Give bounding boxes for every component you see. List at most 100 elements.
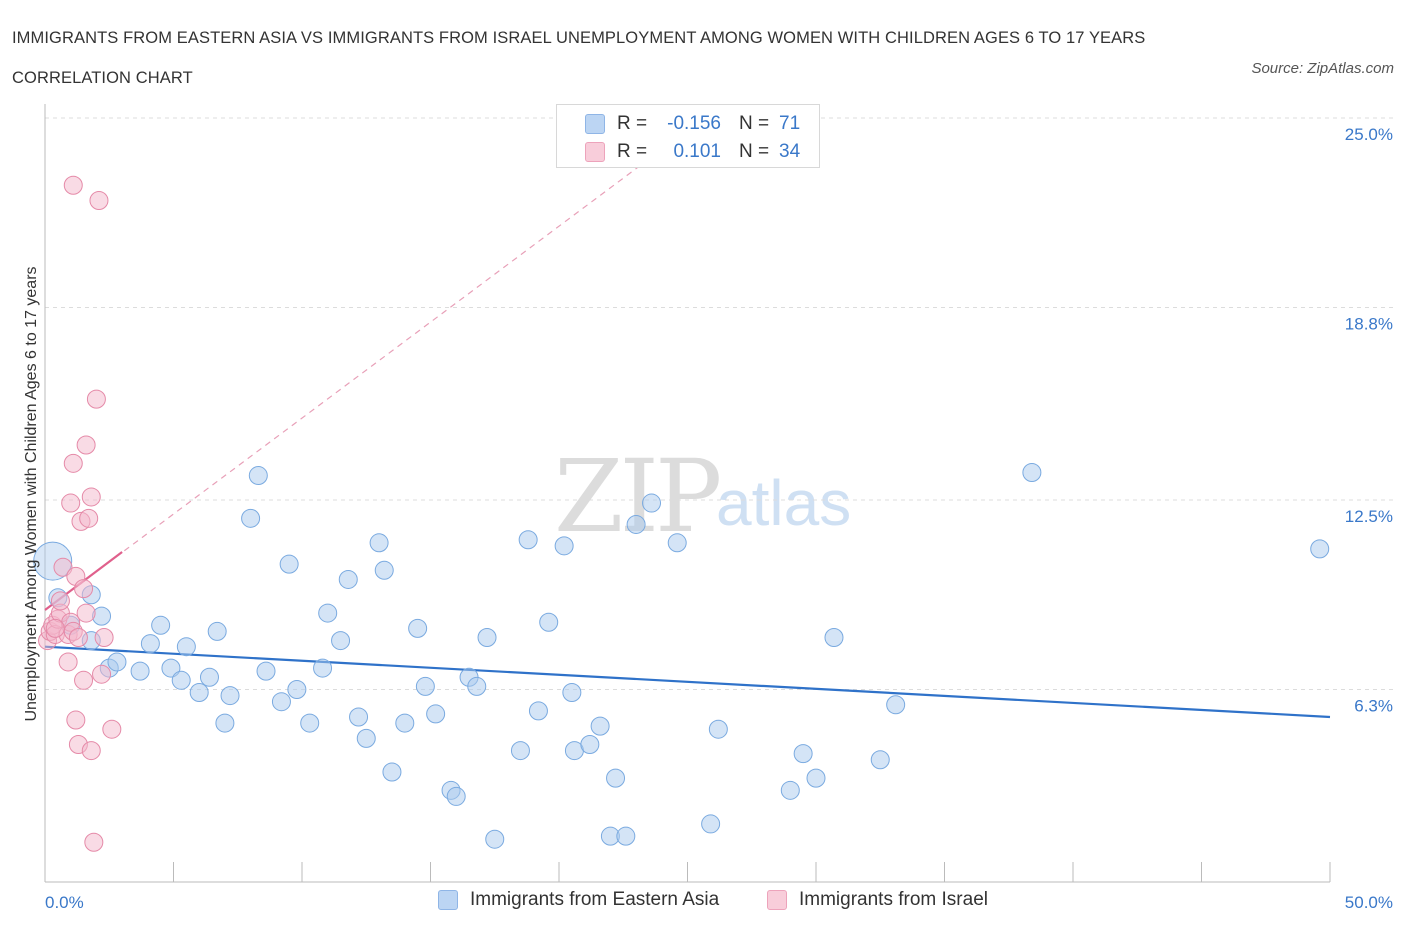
point-eastern-asia bbox=[215, 713, 235, 733]
point-eastern-asia bbox=[485, 829, 505, 849]
y-tick-label: 18.8% bbox=[1345, 314, 1393, 333]
legend-n-value: 71 bbox=[779, 113, 801, 134]
point-eastern-asia bbox=[140, 634, 160, 654]
series-label-eastern-asia: Immigrants from Eastern Asia bbox=[470, 889, 720, 910]
series-legend: Immigrants from Eastern Asia Immigrants … bbox=[0, 889, 1406, 915]
legend-row-israel: R = 0.101 N = 34 bbox=[585, 139, 800, 165]
trend-line-eastern-asia bbox=[44, 645, 1331, 719]
point-eastern-asia bbox=[271, 692, 291, 712]
point-israel bbox=[74, 670, 94, 690]
trend-lines bbox=[44, 129, 1331, 719]
point-eastern-asia bbox=[374, 560, 394, 580]
watermark-zip: ZIP bbox=[554, 438, 722, 555]
point-eastern-asia bbox=[467, 676, 487, 696]
point-eastern-asia bbox=[92, 606, 112, 626]
y-axis-label: Unemployment Among Women with Children A… bbox=[23, 266, 40, 721]
tick-labels: 6.3% 12.5% 18.8% 25.0% 0.0% 50.0% bbox=[45, 125, 1393, 912]
point-eastern-asia bbox=[562, 683, 582, 703]
point-eastern-asia bbox=[189, 683, 209, 703]
point-israel bbox=[63, 453, 83, 473]
point-eastern-asia bbox=[279, 554, 299, 574]
point-israel bbox=[76, 435, 96, 455]
point-israel bbox=[84, 832, 104, 852]
point-israel bbox=[50, 591, 70, 611]
y-tick-label: 12.5% bbox=[1345, 507, 1393, 526]
point-eastern-asia bbox=[701, 814, 721, 834]
point-israel bbox=[74, 579, 94, 599]
point-israel bbox=[86, 389, 106, 409]
point-israel bbox=[79, 508, 99, 528]
point-eastern-asia bbox=[1310, 539, 1330, 559]
chart-title: IMMIGRANTS FROM EASTERN ASIA VS IMMIGRAN… bbox=[12, 29, 1146, 87]
series-legend-israel: Immigrants from Israel bbox=[767, 889, 988, 911]
point-eastern-asia bbox=[616, 826, 636, 846]
y-tick-label: 6.3% bbox=[1354, 696, 1393, 715]
point-eastern-asia bbox=[415, 676, 435, 696]
point-israel bbox=[66, 710, 86, 730]
point-eastern-asia bbox=[151, 615, 171, 635]
x-tick-label: 0.0% bbox=[45, 893, 84, 912]
point-eastern-asia bbox=[369, 533, 389, 553]
point-eastern-asia bbox=[408, 618, 428, 638]
point-eastern-asia bbox=[426, 704, 446, 724]
legend-row-eastern-asia: R = -0.156 N = 71 bbox=[585, 111, 800, 137]
series-label-israel: Immigrants from Israel bbox=[799, 889, 988, 910]
point-eastern-asia bbox=[554, 536, 574, 556]
point-eastern-asia bbox=[518, 530, 538, 550]
y-tick-label: 25.0% bbox=[1345, 125, 1393, 144]
point-eastern-asia bbox=[331, 631, 351, 651]
point-eastern-asia bbox=[477, 628, 497, 648]
point-eastern-asia bbox=[667, 533, 687, 553]
point-eastern-asia bbox=[207, 621, 227, 641]
point-eastern-asia bbox=[171, 670, 191, 690]
point-eastern-asia bbox=[824, 628, 844, 648]
point-eastern-asia bbox=[176, 637, 196, 657]
point-eastern-asia bbox=[626, 514, 646, 534]
point-eastern-asia bbox=[349, 707, 369, 727]
point-eastern-asia bbox=[300, 713, 320, 733]
point-israel bbox=[53, 557, 73, 577]
axes bbox=[44, 104, 1331, 883]
point-eastern-asia bbox=[590, 716, 610, 736]
data-points bbox=[33, 175, 1330, 852]
point-eastern-asia bbox=[382, 762, 402, 782]
point-israel bbox=[76, 603, 96, 623]
point-eastern-asia bbox=[606, 768, 626, 788]
point-eastern-asia bbox=[446, 786, 466, 806]
legend-n-label: N = bbox=[739, 141, 770, 162]
point-eastern-asia bbox=[528, 701, 548, 721]
point-eastern-asia bbox=[395, 713, 415, 733]
point-eastern-asia bbox=[199, 667, 219, 687]
legend-r-value: -0.156 bbox=[667, 113, 721, 134]
trend-line-extension bbox=[44, 129, 688, 611]
point-eastern-asia bbox=[130, 661, 150, 681]
point-eastern-asia bbox=[107, 652, 127, 672]
point-eastern-asia bbox=[1022, 462, 1042, 482]
point-israel bbox=[68, 628, 88, 648]
legend-n-label: N = bbox=[739, 113, 770, 134]
point-eastern-asia bbox=[510, 741, 530, 761]
point-eastern-asia bbox=[161, 658, 181, 678]
series-swatch-israel bbox=[767, 890, 787, 910]
point-eastern-asia bbox=[220, 686, 240, 706]
point-eastern-asia bbox=[806, 768, 826, 788]
point-israel bbox=[61, 493, 81, 513]
point-eastern-asia bbox=[580, 734, 600, 754]
point-eastern-asia bbox=[708, 719, 728, 739]
correlation-legend: R = -0.156 N = 71 R = 0.101 N = 34 bbox=[556, 104, 820, 168]
point-eastern-asia bbox=[248, 466, 268, 486]
point-israel bbox=[45, 618, 65, 638]
point-israel bbox=[81, 741, 101, 761]
point-israel bbox=[63, 175, 83, 195]
legend-r-value: 0.101 bbox=[673, 141, 721, 162]
point-eastern-asia bbox=[356, 728, 376, 748]
point-eastern-asia bbox=[241, 508, 261, 528]
series-swatch-eastern-asia bbox=[438, 890, 458, 910]
point-eastern-asia bbox=[793, 744, 813, 764]
watermark-atlas: atlas bbox=[716, 467, 852, 539]
point-eastern-asia bbox=[780, 780, 800, 800]
point-eastern-asia bbox=[886, 695, 906, 715]
point-eastern-asia bbox=[256, 661, 276, 681]
point-eastern-asia bbox=[539, 612, 559, 632]
chart-source: Source: ZipAtlas.com bbox=[1251, 60, 1394, 77]
